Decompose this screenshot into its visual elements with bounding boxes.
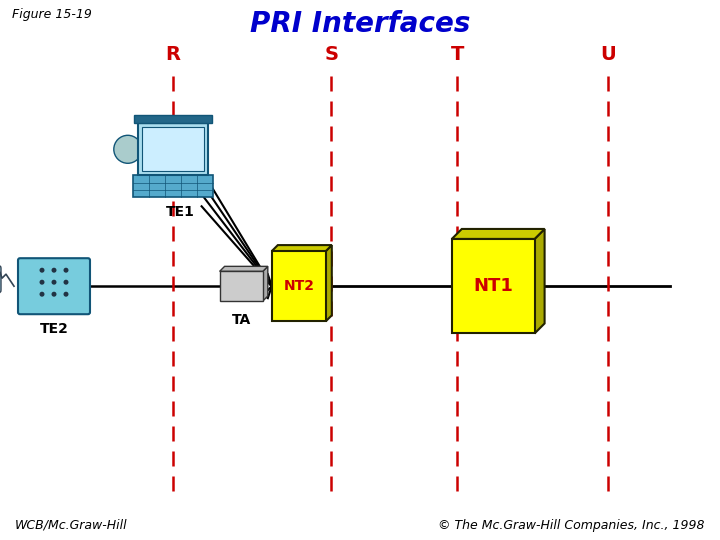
Text: WCB/Mc.Graw-Hill: WCB/Mc.Graw-Hill [15, 519, 127, 532]
Bar [220, 271, 263, 301]
Text: U: U [600, 44, 616, 64]
Circle shape [40, 268, 45, 273]
Text: © The Mc.Graw-Hill Companies, Inc., 1998: © The Mc.Graw-Hill Companies, Inc., 1998 [438, 519, 705, 532]
Polygon shape [272, 245, 332, 251]
Circle shape [52, 268, 56, 273]
Polygon shape [220, 266, 268, 271]
Text: S: S [324, 44, 338, 64]
Text: TA: TA [232, 313, 251, 327]
Polygon shape [452, 229, 544, 239]
Bar [134, 116, 212, 123]
Circle shape [63, 292, 68, 296]
Circle shape [114, 136, 142, 163]
Text: PRI Interfaces: PRI Interfaces [250, 10, 470, 38]
Circle shape [40, 280, 45, 285]
Bar [452, 239, 534, 333]
Polygon shape [325, 245, 332, 321]
Polygon shape [263, 266, 268, 301]
Bar [138, 123, 208, 176]
FancyBboxPatch shape [18, 258, 90, 314]
Text: T: T [451, 44, 464, 64]
Polygon shape [534, 229, 544, 333]
Circle shape [63, 268, 68, 273]
Text: TE1: TE1 [166, 205, 195, 219]
Text: NT1: NT1 [473, 277, 513, 295]
Bar [272, 251, 325, 321]
FancyBboxPatch shape [0, 265, 1, 293]
Circle shape [40, 292, 45, 296]
Circle shape [52, 292, 56, 296]
Circle shape [63, 280, 68, 285]
Text: Figure 15-19: Figure 15-19 [12, 8, 92, 21]
Text: TE2: TE2 [40, 322, 68, 336]
Text: NT2: NT2 [283, 279, 315, 293]
Bar [142, 127, 204, 171]
Text: R: R [166, 44, 180, 64]
Circle shape [52, 280, 56, 285]
Bar [132, 176, 213, 197]
